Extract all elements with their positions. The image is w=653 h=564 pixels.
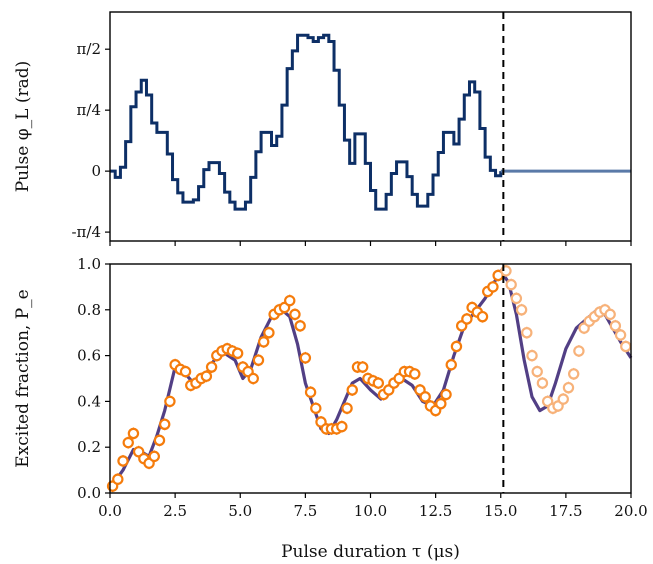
data-point (356, 361, 369, 373)
data-point-faded (604, 308, 616, 321)
bottom-x-tick-label: 0.0 (98, 502, 122, 520)
data-point (476, 310, 489, 323)
top-y-axis-label: Pulse φ_L (rad) (13, 61, 33, 193)
phase-pulse-line (110, 33, 503, 211)
data-point (159, 418, 171, 430)
top-ticks: -π/4 0 π/4 π/2 (71, 40, 632, 246)
data-point (148, 450, 160, 463)
data-point (310, 402, 322, 414)
bottom-x-tick-label: 5.0 (228, 502, 252, 520)
bottom-x-tick-label: 20.0 (614, 502, 647, 520)
data-point (445, 359, 457, 371)
data-point (294, 320, 306, 332)
data-point (257, 336, 270, 348)
data-point (346, 384, 358, 396)
data-point-faded (536, 377, 549, 389)
bottom-x-tick-label: 12.5 (419, 502, 452, 520)
bottom-y-tick-label: 0.8 (77, 301, 101, 319)
bottom-x-tick-label: 15.0 (484, 502, 517, 520)
data-point-faded (531, 365, 543, 378)
data-point (419, 391, 431, 403)
data-point-faded (521, 327, 533, 339)
data-point (289, 308, 301, 321)
data-point (487, 281, 499, 293)
data-point (247, 372, 259, 385)
data-point-faded (526, 349, 538, 362)
data-point (205, 361, 218, 373)
data-point (263, 327, 275, 339)
data-point (341, 402, 353, 414)
data-point-faded (557, 393, 569, 405)
data-point (461, 313, 473, 325)
top-y-tick-label: 0 (91, 162, 101, 180)
data-point (122, 436, 134, 449)
data-point (112, 473, 124, 485)
bottom-y-tick-label: 0.0 (77, 484, 101, 502)
bottom-x-tick-label: 10.0 (354, 502, 387, 520)
data-point (252, 354, 265, 366)
data-point-faded (620, 340, 632, 353)
data-point (450, 340, 463, 353)
bottom-y-tick-label: 0.6 (77, 347, 101, 365)
bottom-y-tick-label: 0.4 (77, 392, 101, 410)
data-point-faded (505, 278, 517, 291)
data-point (284, 294, 296, 307)
data-point-faded (562, 381, 575, 394)
top-y-tick-label: π/4 (77, 101, 101, 119)
data-point-faded (614, 329, 627, 341)
bottom-x-tick-label: 7.5 (293, 502, 317, 520)
bottom-x-tick-label: 17.5 (549, 502, 582, 520)
data-point (336, 420, 348, 433)
data-point (435, 397, 447, 410)
data-point (200, 370, 213, 382)
bottom-panel: 0.0 2.5 5.0 7.5 10.0 12.5 15.0 17.5 20.0 0.0 0.2 0.… (13, 255, 648, 562)
bottom-ticks: 0.0 2.5 5.0 7.5 10.0 12.5 15.0 17.5 20.0 0.0 0.2 0.… (77, 255, 648, 520)
data-point (127, 427, 140, 440)
x-axis-label: Pulse duration τ (μs) (281, 542, 460, 562)
data-point-faded (609, 320, 622, 332)
top-series-group (110, 33, 631, 211)
bottom-axes-frame (109, 263, 632, 494)
data-point-faded (510, 292, 523, 305)
top-y-tick-label: π/2 (77, 40, 101, 58)
data-point (372, 377, 385, 389)
data-point (299, 352, 312, 364)
data-point (304, 386, 317, 398)
data-point-faded (515, 304, 528, 316)
data-point (117, 455, 129, 467)
bottom-y-tick-label: 1.0 (77, 255, 101, 273)
data-point (440, 388, 452, 401)
top-axes-frame (109, 11, 632, 242)
data-point (231, 347, 244, 360)
data-point (409, 368, 421, 380)
bottom-x-tick-label: 2.5 (163, 502, 187, 520)
data-point (179, 365, 192, 378)
top-y-tick-label: -π/4 (71, 223, 101, 241)
bottom-y-axis-label: Excited fraction, P_e (13, 289, 33, 467)
data-point (153, 434, 166, 447)
bottom-data-group (106, 264, 632, 493)
data-point (164, 395, 176, 408)
top-panel: -π/4 0 π/4 π/2 Pulse φ_L (rad) (13, 11, 632, 246)
bottom-y-tick-label: 0.2 (77, 438, 101, 456)
data-point-faded (573, 345, 585, 357)
data-point-faded (567, 368, 580, 380)
